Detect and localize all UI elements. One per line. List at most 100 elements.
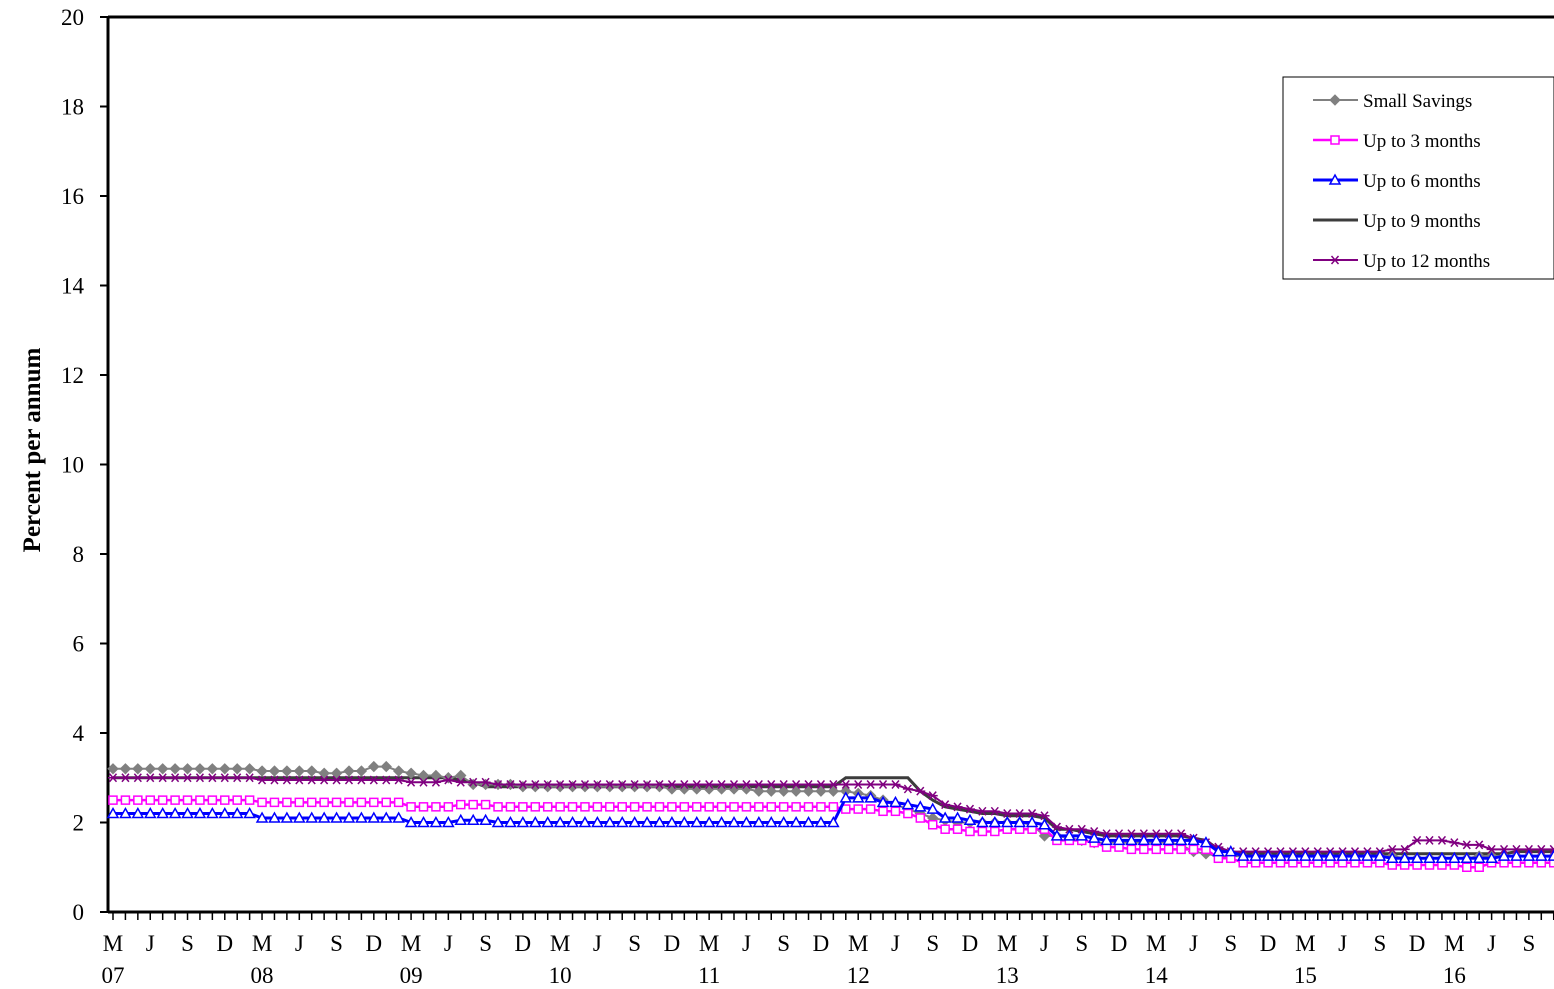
marker-stroke	[1512, 844, 1521, 854]
data-point	[952, 824, 963, 834]
marker-stroke	[854, 779, 863, 789]
data-point	[815, 785, 827, 797]
data-point	[1412, 835, 1423, 845]
data-point	[851, 791, 865, 803]
data-point	[120, 773, 131, 783]
data-point	[206, 807, 219, 819]
data-point	[876, 795, 890, 808]
data-point	[355, 765, 368, 777]
data-point	[988, 815, 1002, 828]
legend: Small Savings Up to 3 months Up to 6 month…	[1282, 76, 1554, 280]
data-point	[878, 779, 889, 789]
data-point	[108, 795, 118, 805]
data-point	[207, 795, 218, 805]
data-point	[814, 815, 828, 828]
data-point	[219, 763, 231, 775]
data-point	[505, 802, 516, 812]
data-point	[195, 795, 205, 805]
x-tick-label-month: S	[479, 931, 492, 956]
marker-stroke	[568, 779, 577, 789]
x-tick-label-year: 10	[549, 963, 572, 988]
x-tick-label-month: M	[1146, 931, 1166, 956]
data-point	[380, 760, 392, 773]
data-point	[1100, 833, 1113, 846]
x-tick-label-year: 13	[996, 963, 1019, 988]
data-point	[318, 767, 330, 779]
data-point	[754, 802, 764, 812]
data-point	[305, 811, 318, 823]
marker-stroke	[680, 779, 689, 789]
marker-stroke	[518, 779, 527, 789]
marker-stroke	[705, 779, 714, 789]
series-line	[113, 796, 1554, 860]
legend-label: Up to 9 months	[1363, 211, 1481, 232]
marker-stroke	[642, 779, 652, 789]
x-tick-label-month: S	[330, 931, 343, 956]
data-point	[207, 773, 218, 783]
data-point	[466, 813, 480, 826]
data-point	[1462, 862, 1472, 872]
data-point	[803, 802, 814, 812]
data-point	[615, 815, 629, 828]
data-point	[802, 815, 815, 828]
data-point	[1038, 818, 1051, 830]
marker-stroke	[456, 777, 465, 787]
marker-stroke	[1475, 840, 1484, 850]
data-point	[1089, 826, 1100, 836]
data-point	[828, 802, 839, 812]
data-point	[579, 779, 590, 789]
data-point	[1485, 851, 1498, 864]
marker-stroke	[1330, 255, 1340, 265]
marker-stroke	[1065, 824, 1074, 834]
marker-stroke	[369, 775, 378, 785]
data-point	[442, 815, 455, 828]
series-up-to-12-months	[108, 773, 1554, 857]
marker-stroke	[146, 773, 155, 783]
marker-stroke	[419, 777, 428, 787]
data-point	[902, 784, 913, 794]
data-point	[1523, 844, 1534, 854]
data-point	[220, 795, 230, 805]
data-point	[690, 815, 704, 828]
data-point	[145, 795, 156, 805]
data-point	[231, 763, 243, 775]
data-point	[430, 777, 441, 787]
data-point	[367, 811, 381, 823]
data-point	[667, 802, 677, 812]
data-point	[257, 775, 268, 785]
data-point	[865, 804, 876, 814]
marker-stroke	[916, 786, 925, 796]
marker-stroke	[531, 779, 540, 789]
data-point	[1176, 829, 1187, 839]
data-point	[878, 806, 888, 817]
x-tick-label-month: D	[1111, 931, 1128, 956]
legend-item-small-savings: Small Savings	[1313, 91, 1472, 112]
data-point	[1387, 844, 1398, 854]
y-tick-label: 18	[61, 95, 84, 120]
data-point	[268, 765, 281, 777]
data-point	[168, 807, 182, 819]
data-point	[230, 807, 244, 819]
data-point	[702, 815, 716, 828]
data-point	[753, 785, 765, 797]
data-point	[120, 795, 131, 805]
x-tick-label-month: D	[813, 931, 830, 956]
marker-stroke	[1052, 822, 1061, 832]
data-point	[828, 779, 839, 789]
data-point	[679, 779, 690, 789]
data-point	[592, 779, 603, 789]
data-point	[839, 791, 853, 803]
data-point	[1187, 833, 1200, 846]
x-tick-label-month: S	[181, 931, 194, 956]
x-tick-label-year: 14	[1145, 963, 1169, 988]
data-point	[355, 811, 368, 823]
marker-stroke	[1437, 835, 1447, 845]
data-point	[281, 765, 293, 777]
y-axis-title: Percent per annum	[19, 348, 46, 553]
data-point	[679, 802, 690, 812]
marker-stroke	[183, 773, 192, 783]
data-point	[603, 815, 617, 828]
marker-stroke	[618, 779, 627, 789]
data-point	[579, 780, 591, 793]
x-tick-label-month: M	[103, 931, 123, 956]
